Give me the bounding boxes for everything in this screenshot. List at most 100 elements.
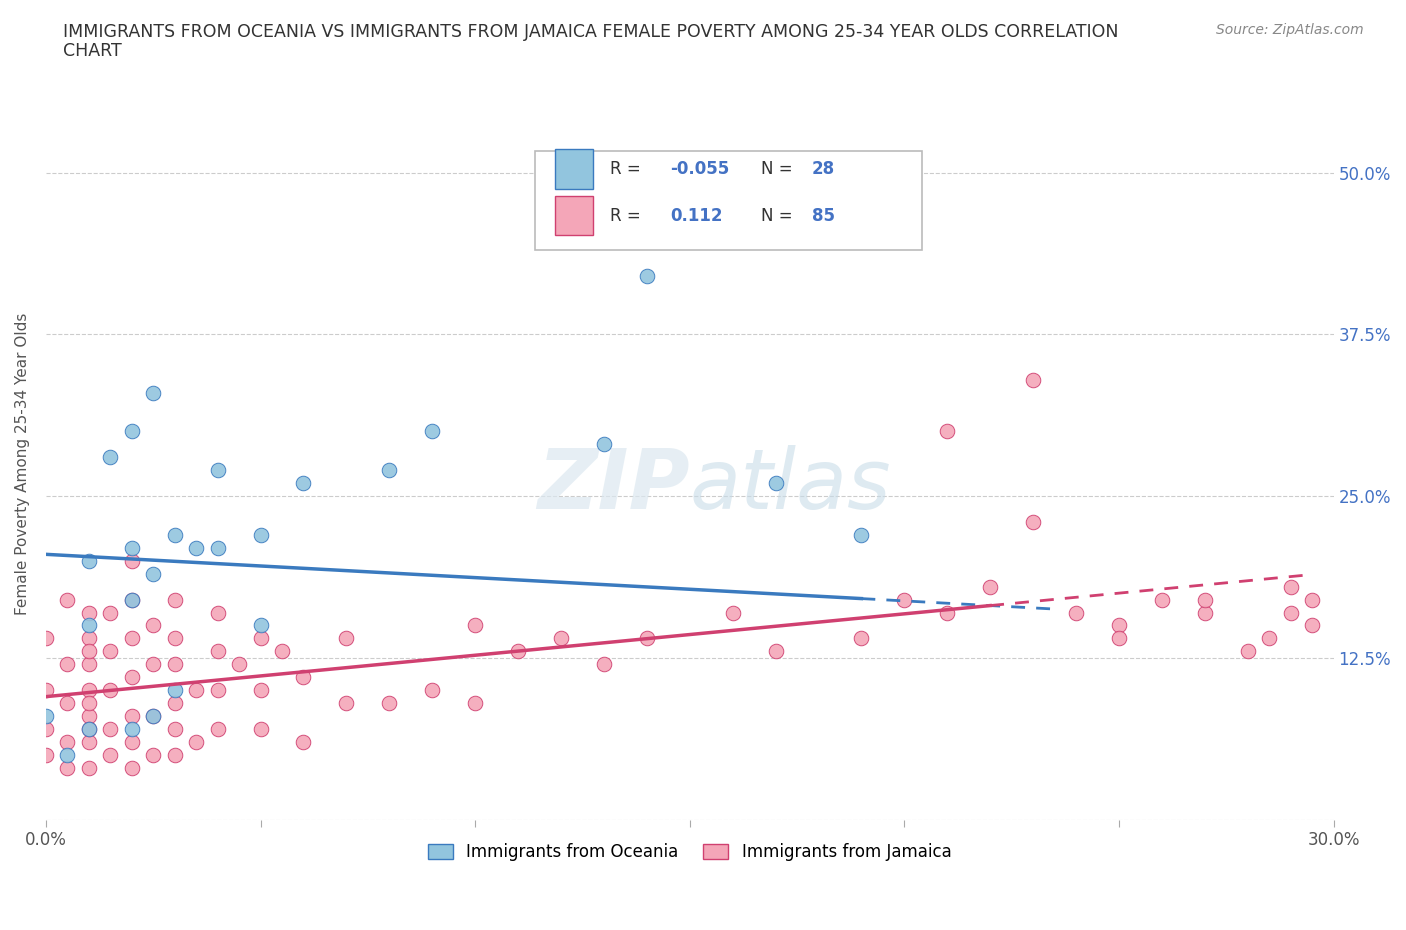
Point: [807, 179, 830, 193]
Point: [163, 657, 186, 671]
Point: [851, 527, 873, 542]
Point: [121, 670, 143, 684]
Point: [271, 644, 294, 658]
Point: [142, 748, 165, 763]
Point: [142, 709, 165, 724]
Point: [1150, 592, 1173, 607]
Point: [163, 696, 186, 711]
Point: [851, 631, 873, 645]
Point: [207, 540, 229, 555]
Point: [1258, 631, 1281, 645]
Point: [98, 605, 121, 620]
Point: [1108, 618, 1130, 633]
Point: [1279, 579, 1302, 594]
Point: [1236, 644, 1258, 658]
Point: [721, 605, 744, 620]
Point: [378, 696, 401, 711]
Point: [77, 644, 100, 658]
Point: [142, 709, 165, 724]
Point: [121, 424, 143, 439]
Point: [1279, 605, 1302, 620]
Point: [1301, 618, 1323, 633]
Point: [1022, 372, 1045, 387]
Point: [77, 605, 100, 620]
Point: [249, 683, 271, 698]
FancyBboxPatch shape: [536, 151, 921, 250]
Point: [121, 540, 143, 555]
Point: [186, 683, 208, 698]
Point: [207, 605, 229, 620]
Point: [77, 709, 100, 724]
Point: [142, 618, 165, 633]
Point: [77, 696, 100, 711]
Point: [1064, 605, 1087, 620]
Point: [121, 761, 143, 776]
Point: [593, 657, 616, 671]
Point: [249, 631, 271, 645]
Point: [292, 476, 315, 491]
Point: [163, 748, 186, 763]
Point: [420, 424, 443, 439]
Point: [98, 644, 121, 658]
Point: [77, 722, 100, 737]
Text: -0.055: -0.055: [671, 160, 730, 178]
Point: [207, 683, 229, 698]
Point: [249, 722, 271, 737]
Point: [228, 657, 250, 671]
Point: [979, 579, 1001, 594]
Point: [765, 644, 787, 658]
Point: [506, 644, 529, 658]
Text: atlas: atlas: [690, 445, 891, 525]
Point: [292, 735, 315, 750]
Point: [56, 748, 79, 763]
FancyBboxPatch shape: [554, 196, 593, 235]
Point: [35, 748, 58, 763]
Point: [335, 631, 357, 645]
Point: [77, 683, 100, 698]
Point: [121, 592, 143, 607]
Point: [98, 450, 121, 465]
Point: [893, 592, 915, 607]
Text: IMMIGRANTS FROM OCEANIA VS IMMIGRANTS FROM JAMAICA FEMALE POVERTY AMONG 25-34 YE: IMMIGRANTS FROM OCEANIA VS IMMIGRANTS FR…: [63, 23, 1119, 41]
Text: Source: ZipAtlas.com: Source: ZipAtlas.com: [1216, 23, 1364, 37]
Point: [163, 683, 186, 698]
Point: [77, 618, 100, 633]
Text: R =: R =: [610, 206, 641, 225]
Point: [1194, 605, 1216, 620]
Point: [56, 696, 79, 711]
Point: [378, 463, 401, 478]
Text: ZIP: ZIP: [537, 445, 690, 525]
Point: [249, 618, 271, 633]
Point: [249, 527, 271, 542]
Point: [121, 722, 143, 737]
Point: [98, 748, 121, 763]
Point: [98, 722, 121, 737]
Text: 0.112: 0.112: [671, 206, 723, 225]
Point: [593, 437, 616, 452]
Point: [35, 722, 58, 737]
Point: [636, 631, 658, 645]
Point: [56, 592, 79, 607]
Point: [550, 631, 572, 645]
Point: [77, 631, 100, 645]
Point: [335, 696, 357, 711]
Point: [1022, 514, 1045, 529]
Point: [163, 527, 186, 542]
Point: [163, 722, 186, 737]
Point: [207, 644, 229, 658]
Point: [292, 670, 315, 684]
Text: 28: 28: [813, 160, 835, 178]
Point: [77, 761, 100, 776]
Point: [35, 683, 58, 698]
Point: [163, 631, 186, 645]
Point: [936, 605, 959, 620]
Point: [1194, 592, 1216, 607]
Point: [77, 735, 100, 750]
Point: [142, 657, 165, 671]
Point: [77, 553, 100, 568]
Point: [121, 592, 143, 607]
Point: [1108, 631, 1130, 645]
Y-axis label: Female Poverty Among 25-34 Year Olds: Female Poverty Among 25-34 Year Olds: [15, 312, 30, 615]
Point: [77, 657, 100, 671]
Point: [121, 553, 143, 568]
